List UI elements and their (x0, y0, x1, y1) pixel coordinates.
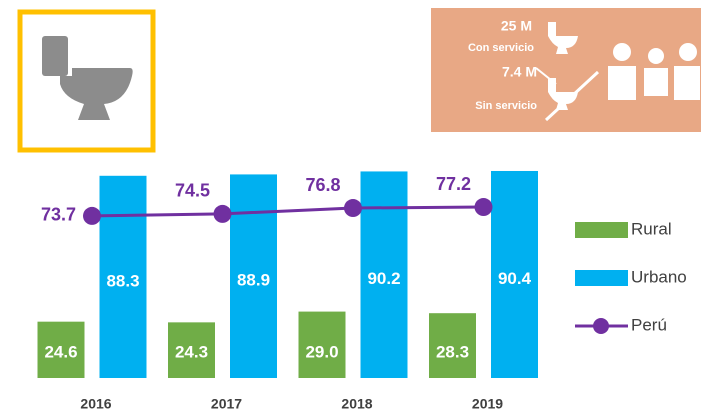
bar (298, 311, 346, 378)
legend-label: Perú (631, 315, 667, 334)
x-tick-label: 2018 (341, 396, 372, 412)
tank (42, 36, 68, 76)
line-marker (213, 204, 232, 223)
data-label: 76.8 (305, 175, 340, 195)
line-marker (474, 198, 493, 217)
bar (429, 313, 476, 378)
legend-label: Urbano (631, 267, 687, 286)
line-marker (83, 206, 101, 225)
x-tick-label: 2017 (211, 396, 242, 412)
line-marker (344, 199, 362, 218)
legend-swatch (575, 270, 628, 286)
data-label: 29.0 (305, 342, 338, 361)
legend-swatch (575, 222, 628, 238)
data-label: 90.4 (498, 269, 532, 288)
bar (230, 174, 277, 378)
without-service-value: 7.4 M (502, 64, 537, 80)
data-label: 74.5 (175, 181, 210, 201)
bar (168, 322, 215, 378)
data-label: 90.2 (367, 269, 400, 288)
legend-label: Rural (631, 219, 672, 238)
pointer-line (535, 67, 557, 85)
data-label: 88.3 (106, 271, 139, 290)
line (91, 205, 484, 218)
x-tick-label: 2019 (472, 396, 503, 412)
bar (360, 171, 408, 378)
legend-marker (593, 318, 609, 334)
bar (37, 321, 85, 378)
data-label: 77.2 (436, 174, 471, 194)
data-label: 88.9 (237, 271, 270, 290)
data-label: 24.6 (44, 342, 77, 361)
bowl (60, 68, 133, 120)
toilet-icon (17, 9, 156, 153)
bar (99, 175, 147, 378)
cross-line (544, 70, 600, 122)
data-label: 28.3 (436, 342, 469, 361)
data-label: 24.3 (175, 342, 208, 361)
people (608, 43, 700, 100)
info-panel: 25 M Con servicio 7.4 M Sin servicio (431, 8, 701, 132)
without-service-label: Sin servicio (475, 100, 537, 112)
toilet-crossed (548, 78, 578, 110)
with-service-value: 25 M (501, 18, 532, 34)
data-label: 73.7 (41, 205, 76, 225)
x-tick-label: 2016 (80, 396, 111, 412)
with-service-label: Con servicio (468, 42, 534, 54)
toilet-small (548, 22, 578, 54)
bar (491, 170, 538, 378)
